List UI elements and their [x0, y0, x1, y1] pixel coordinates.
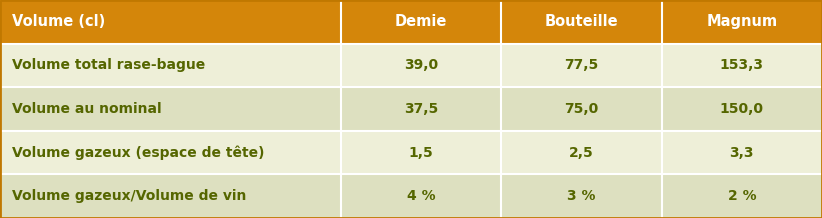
Bar: [341, 0, 501, 44]
Bar: [341, 87, 501, 131]
Bar: [0, 131, 341, 174]
Text: 150,0: 150,0: [720, 102, 764, 116]
Bar: [341, 174, 501, 218]
Text: 3,3: 3,3: [730, 146, 754, 160]
Bar: [0, 174, 341, 218]
Text: Volume au nominal: Volume au nominal: [12, 102, 161, 116]
Bar: [341, 131, 501, 174]
Text: 2,5: 2,5: [569, 146, 594, 160]
Text: 37,5: 37,5: [404, 102, 438, 116]
Bar: [662, 174, 822, 218]
Bar: [501, 87, 662, 131]
Text: 2 %: 2 %: [727, 189, 756, 203]
Bar: [501, 174, 662, 218]
Text: 39,0: 39,0: [404, 58, 438, 72]
Text: Demie: Demie: [395, 14, 447, 29]
Bar: [0, 87, 341, 131]
Text: 77,5: 77,5: [565, 58, 598, 72]
Bar: [662, 87, 822, 131]
Text: 3 %: 3 %: [567, 189, 596, 203]
Text: 1,5: 1,5: [409, 146, 434, 160]
Bar: [662, 0, 822, 44]
Bar: [0, 0, 341, 44]
Bar: [501, 44, 662, 87]
Bar: [662, 131, 822, 174]
Bar: [662, 44, 822, 87]
Text: Magnum: Magnum: [706, 14, 778, 29]
Text: Volume (cl): Volume (cl): [12, 14, 104, 29]
Text: Volume total rase-bague: Volume total rase-bague: [12, 58, 205, 72]
Text: Volume gazeux (espace de tête): Volume gazeux (espace de tête): [12, 145, 264, 160]
Text: 4 %: 4 %: [407, 189, 436, 203]
Text: 153,3: 153,3: [720, 58, 764, 72]
Bar: [501, 0, 662, 44]
Text: 75,0: 75,0: [565, 102, 598, 116]
Text: Volume gazeux/Volume de vin: Volume gazeux/Volume de vin: [12, 189, 246, 203]
Bar: [501, 131, 662, 174]
Bar: [341, 44, 501, 87]
Text: Bouteille: Bouteille: [545, 14, 618, 29]
Bar: [0, 44, 341, 87]
